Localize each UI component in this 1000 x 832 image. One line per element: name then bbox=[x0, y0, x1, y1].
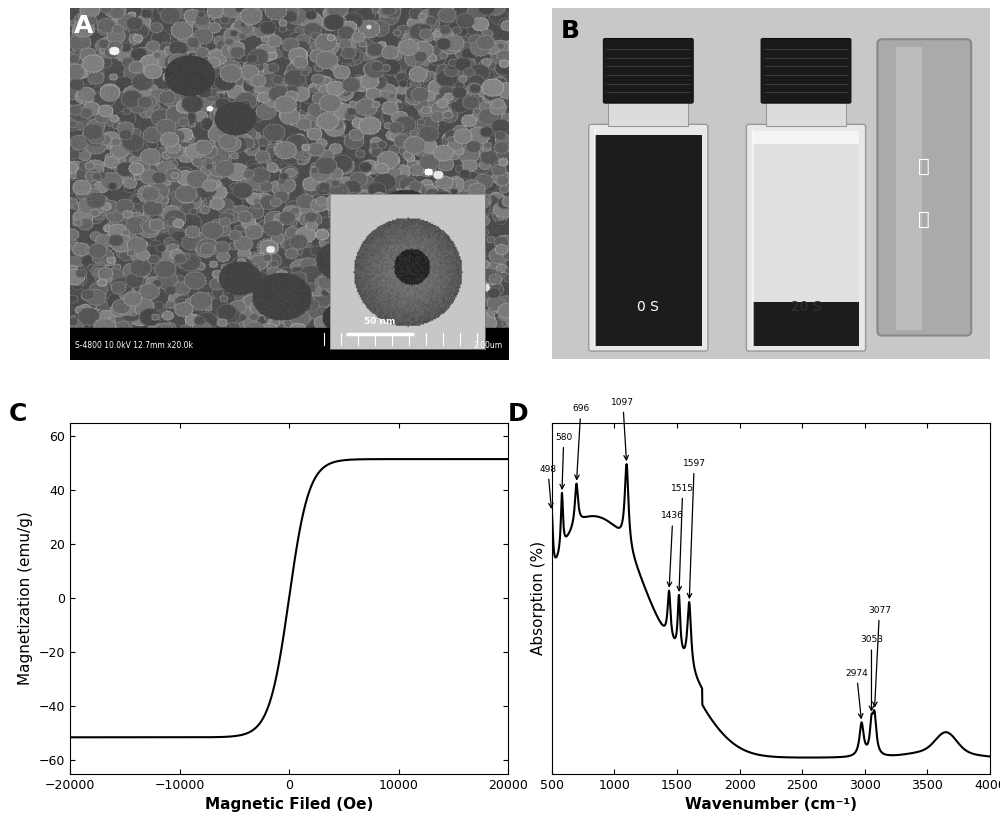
FancyBboxPatch shape bbox=[603, 38, 693, 103]
Text: 0 S: 0 S bbox=[637, 300, 659, 314]
Text: A: A bbox=[74, 14, 93, 38]
FancyBboxPatch shape bbox=[877, 39, 971, 335]
Text: 1436: 1436 bbox=[661, 512, 684, 587]
Text: D: D bbox=[508, 402, 529, 426]
Text: 20 S: 20 S bbox=[791, 300, 821, 314]
Text: 铁: 铁 bbox=[918, 156, 930, 176]
Bar bbox=[753, 131, 859, 144]
Text: 696: 696 bbox=[572, 404, 589, 479]
Text: 1097: 1097 bbox=[611, 398, 634, 460]
Text: C: C bbox=[9, 402, 27, 426]
Text: 3077: 3077 bbox=[868, 606, 891, 706]
Text: B: B bbox=[561, 19, 580, 43]
Y-axis label: Absorption (%): Absorption (%) bbox=[531, 541, 546, 656]
FancyBboxPatch shape bbox=[589, 124, 708, 351]
Text: 1597: 1597 bbox=[683, 459, 706, 598]
Text: 2.00um: 2.00um bbox=[474, 341, 503, 349]
Text: 1515: 1515 bbox=[671, 483, 694, 591]
Text: 580: 580 bbox=[555, 433, 572, 489]
FancyBboxPatch shape bbox=[761, 38, 851, 103]
Bar bbox=[766, 102, 846, 126]
X-axis label: Magnetic Filed (Oe): Magnetic Filed (Oe) bbox=[205, 797, 373, 812]
Bar bbox=[753, 137, 859, 305]
Text: 2974: 2974 bbox=[845, 669, 868, 718]
Text: S-4800 10.0kV 12.7mm x20.0k: S-4800 10.0kV 12.7mm x20.0k bbox=[75, 341, 193, 349]
X-axis label: Wavenumber (cm⁻¹): Wavenumber (cm⁻¹) bbox=[685, 797, 857, 812]
Bar bbox=[608, 102, 688, 126]
Y-axis label: Magnetization (emu/g): Magnetization (emu/g) bbox=[18, 512, 33, 685]
Text: 3053: 3053 bbox=[860, 636, 883, 711]
Text: 498: 498 bbox=[539, 464, 556, 508]
Bar bbox=[896, 47, 922, 329]
Bar bbox=[753, 302, 859, 346]
Text: 磁: 磁 bbox=[918, 210, 930, 229]
FancyBboxPatch shape bbox=[746, 124, 866, 351]
Bar bbox=[595, 135, 702, 346]
